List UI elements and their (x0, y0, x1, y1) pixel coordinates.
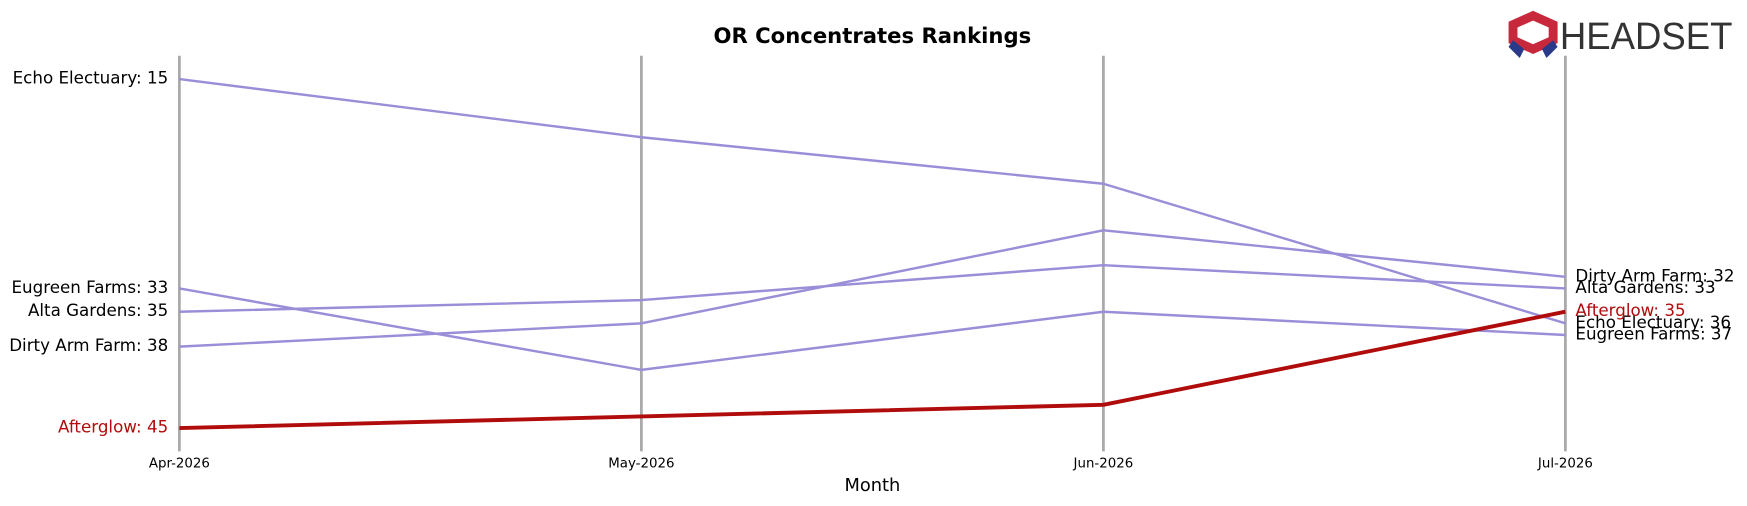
x-tick-label: May-2026 (608, 457, 674, 472)
start-label: Afterglow: 45 (58, 417, 168, 437)
rank-line (179, 309, 1566, 431)
chart-title: OR Concentrates Rankings (714, 23, 1032, 48)
x-tick-label: Jun-2026 (1073, 457, 1134, 472)
end-label: Alta Gardens: 33 (1575, 277, 1715, 297)
start-label: Echo Electuary: 15 (13, 68, 169, 88)
x-tick-label: Jul-2026 (1537, 457, 1593, 472)
end-label: Echo Electuary: 36 (1575, 312, 1731, 332)
rank-line (179, 77, 1566, 325)
logo: HEADSET (1508, 10, 1733, 59)
start-label: Eugreen Farms: 33 (11, 277, 168, 297)
x-tick-label: Apr-2026 (149, 457, 210, 472)
x-axis-label: Month (844, 475, 900, 496)
logo-mark (1508, 40, 1525, 59)
rank-line (179, 229, 1566, 348)
logo-mark (1541, 40, 1558, 59)
start-label: Dirty Arm Farm: 38 (9, 335, 168, 355)
end-label: Afterglow: 35 (1575, 300, 1685, 320)
rank-line (179, 287, 1566, 372)
logo-mark (1508, 10, 1558, 54)
end-label: Eugreen Farms: 37 (1575, 323, 1732, 343)
end-label: Dirty Arm Farm: 32 (1575, 265, 1734, 285)
logo-text: HEADSET (1560, 16, 1733, 58)
start-label: Alta Gardens: 35 (28, 300, 168, 320)
rank-line (179, 263, 1566, 313)
